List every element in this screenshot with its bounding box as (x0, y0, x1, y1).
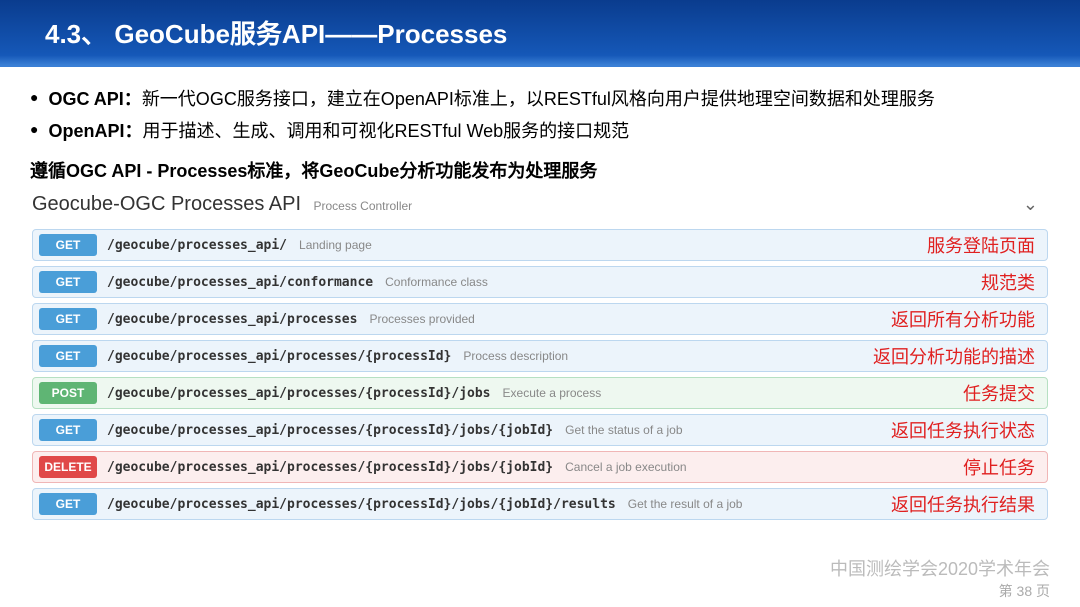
slide-content: ● OGC API：新一代OGC服务接口，建立在OpenAPI标准上，以REST… (0, 67, 1080, 520)
endpoint-note: 返回任务执行结果 (891, 491, 1035, 517)
bullet-desc: 新一代OGC服务接口，建立在OpenAPI标准上，以RESTful风格向用户提供… (142, 89, 935, 109)
endpoint-note: 服务登陆页面 (927, 232, 1035, 258)
api-endpoint-row[interactable]: DELETE/geocube/processes_api/processes/{… (32, 451, 1048, 483)
http-method-badge: DELETE (39, 456, 97, 478)
subheading: 遵循OGC API - Processes标准，将GeoCube分析功能发布为处… (30, 157, 1050, 183)
http-method-badge: GET (39, 271, 97, 293)
endpoint-path: /geocube/processes_api/processes/{proces… (107, 349, 451, 364)
bullet-dot-icon: ● (30, 121, 38, 137)
endpoint-path: /geocube/processes_api/processes/{proces… (107, 386, 491, 401)
endpoint-desc: Process description (463, 349, 568, 363)
endpoint-note: 任务提交 (963, 380, 1035, 406)
endpoint-note: 返回所有分析功能 (891, 306, 1035, 332)
endpoint-desc: Get the status of a job (565, 423, 682, 437)
api-subtitle: Process Controller (313, 199, 412, 213)
api-endpoint-row[interactable]: GET/geocube/processes_api/processes/{pro… (32, 340, 1048, 372)
endpoint-path: /geocube/processes_api/conformance (107, 275, 373, 290)
endpoint-path: /geocube/processes_api/processes (107, 312, 357, 327)
api-endpoint-row[interactable]: GET/geocube/processes_api/processes Proce… (32, 303, 1048, 335)
api-panel: Geocube-OGC Processes API Process Contro… (30, 191, 1050, 520)
slide-title: 4.3、 GeoCube服务API——Processes (45, 19, 507, 49)
api-title: Geocube-OGC Processes API (32, 193, 301, 215)
bullet-item: ● OGC API：新一代OGC服务接口，建立在OpenAPI标准上，以REST… (30, 85, 1050, 111)
footer-org: 中国测绘学会2020学术年会 (830, 555, 1050, 581)
endpoint-path: /geocube/processes_api/processes/{proces… (107, 497, 616, 512)
endpoint-desc: Execute a process (503, 386, 602, 400)
bullet-text: OpenAPI：用于描述、生成、调用和可视化RESTful Web服务的接口规范 (48, 117, 629, 143)
endpoint-note: 返回任务执行状态 (891, 417, 1035, 443)
endpoint-desc: Cancel a job execution (565, 460, 686, 474)
endpoint-path: /geocube/processes_api/processes/{proces… (107, 460, 553, 475)
endpoint-path: /geocube/processes_api/ (107, 238, 287, 253)
http-method-badge: GET (39, 419, 97, 441)
footer-page: 第 38 页 (830, 581, 1050, 601)
endpoint-desc: Get the result of a job (628, 497, 743, 511)
slide-header: 4.3、 GeoCube服务API——Processes (0, 0, 1080, 67)
footer: 中国测绘学会2020学术年会 第 38 页 (830, 555, 1050, 601)
endpoint-desc: Landing page (299, 238, 372, 252)
api-rows-list: GET/geocube/processes_api/Landing page 服务… (32, 229, 1048, 520)
bullet-item: ● OpenAPI：用于描述、生成、调用和可视化RESTful Web服务的接口… (30, 117, 1050, 143)
bullet-text: OGC API：新一代OGC服务接口，建立在OpenAPI标准上，以RESTfu… (48, 85, 934, 111)
api-title-row[interactable]: Geocube-OGC Processes API Process Contro… (32, 191, 1048, 224)
api-endpoint-row[interactable]: POST/geocube/processes_api/processes/{pr… (32, 377, 1048, 409)
bullet-label: OpenAPI： (48, 121, 142, 141)
bullet-dot-icon: ● (30, 89, 38, 105)
http-method-badge: POST (39, 382, 97, 404)
http-method-badge: GET (39, 308, 97, 330)
api-endpoint-row[interactable]: GET/geocube/processes_api/Landing page 服务… (32, 229, 1048, 261)
endpoint-desc: Conformance class (385, 275, 488, 289)
api-endpoint-row[interactable]: GET/geocube/processes_api/processes/{pro… (32, 414, 1048, 446)
endpoint-path: /geocube/processes_api/processes/{proces… (107, 423, 553, 438)
chevron-down-icon[interactable]: ⌄ (1023, 194, 1038, 215)
http-method-badge: GET (39, 234, 97, 256)
bullet-label: OGC API： (48, 89, 141, 109)
endpoint-desc: Processes provided (369, 312, 474, 326)
bullet-desc: 用于描述、生成、调用和可视化RESTful Web服务的接口规范 (142, 121, 629, 141)
endpoint-note: 返回分析功能的描述 (873, 343, 1035, 369)
endpoint-note: 停止任务 (963, 454, 1035, 480)
http-method-badge: GET (39, 493, 97, 515)
endpoint-note: 规范类 (981, 269, 1035, 295)
api-title-wrap: Geocube-OGC Processes API Process Contro… (32, 193, 412, 216)
api-endpoint-row[interactable]: GET/geocube/processes_api/conformance Con… (32, 266, 1048, 298)
http-method-badge: GET (39, 345, 97, 367)
api-endpoint-row[interactable]: GET/geocube/processes_api/processes/{pro… (32, 488, 1048, 520)
